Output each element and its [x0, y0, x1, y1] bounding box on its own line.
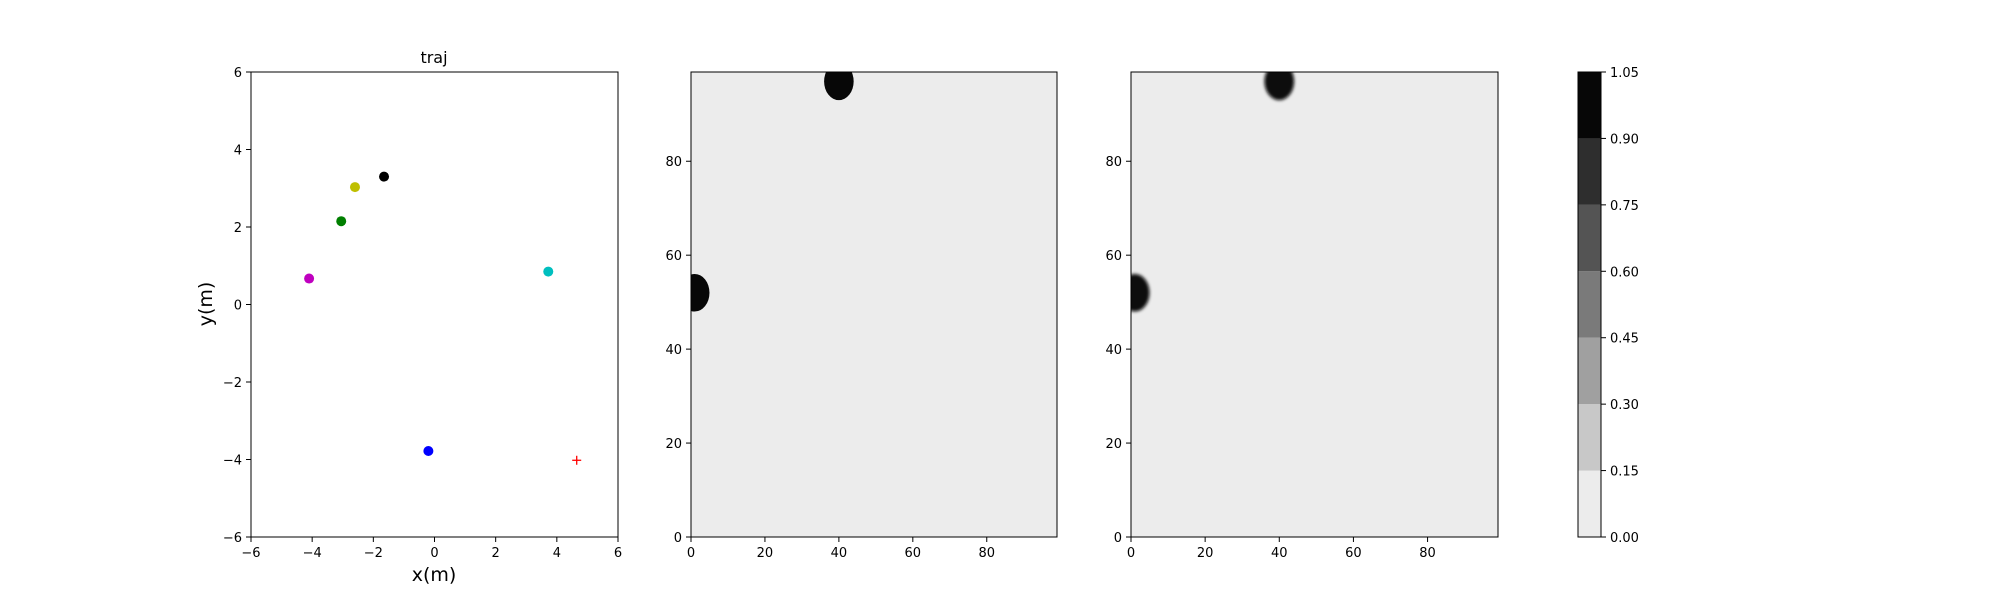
traj-xtick-label: 2 [492, 546, 500, 561]
traj-ytick-label: −2 [223, 376, 242, 391]
colorbar-band [1578, 271, 1601, 338]
map-1-ytick-label: 80 [665, 155, 682, 170]
traj-xtick-label: −2 [364, 546, 383, 561]
map-1-y-ticks: 0 20 40 60 80 [665, 155, 691, 546]
map-2-image [1131, 72, 1498, 537]
traj-panel: traj −6 −4 −2 0 2 4 6 −6 −4 −2 0 2 4 6 x(m) y(m) [195, 48, 622, 586]
traj-point [349, 182, 360, 193]
traj-xtick-label: −6 [241, 546, 260, 561]
colorbar-tick-label: 1.05 [1610, 66, 1639, 81]
traj-ytick-label: −4 [223, 454, 242, 469]
traj-point [423, 445, 434, 456]
map-2-ytick-label: 60 [1105, 249, 1122, 264]
traj-ylabel: y(m) [195, 282, 217, 327]
traj-xtick-label: 4 [553, 546, 561, 561]
traj-x-ticks: −6 −4 −2 0 2 4 6 [241, 537, 622, 561]
map-1-background [691, 72, 1057, 537]
colorbar-tick-label: 0.60 [1610, 265, 1639, 280]
map-1-x-ticks: 0 20 40 60 80 [687, 537, 995, 561]
map-2-x-ticks: 0 20 40 60 80 [1127, 537, 1436, 561]
colorbar-frame [1577, 71, 1602, 538]
traj-title: traj [420, 48, 447, 67]
map-2-xtick-label: 60 [1345, 546, 1362, 561]
colorbar-band [1578, 337, 1601, 405]
traj-ytick-label: 6 [234, 66, 242, 81]
traj-y-ticks: −6 −4 −2 0 2 4 6 [223, 66, 251, 546]
map-1-ytick-label: 0 [674, 531, 682, 546]
map-1-obstacle-blob [824, 72, 854, 101]
traj-points [304, 171, 582, 465]
colorbar-tick-label: 0.90 [1610, 132, 1639, 147]
traj-ytick-label: 2 [234, 221, 242, 236]
map-2-obstacle-blob [1264, 72, 1295, 101]
colorbar-band [1578, 204, 1601, 272]
map-2-axes-frame [1130, 71, 1499, 538]
map-2-ytick-label: 40 [1105, 343, 1122, 358]
map-1-ytick-label: 20 [665, 437, 682, 452]
colorbar-tick-label: 0.30 [1610, 398, 1639, 413]
colorbar-tick-label: 0.75 [1610, 199, 1639, 214]
map-1-ytick-label: 40 [665, 343, 682, 358]
map-2-xtick-label: 40 [1271, 546, 1288, 561]
map-2-xtick-label: 20 [1197, 546, 1214, 561]
traj-point [304, 273, 315, 284]
map-1-xtick-label: 60 [905, 546, 922, 561]
map-1-obstacle-blob [691, 273, 710, 312]
map-2-y-ticks: 0 20 40 60 80 [1105, 155, 1131, 546]
map-1-xtick-label: 40 [831, 546, 848, 561]
colorbar-tick-label: 0.45 [1610, 332, 1639, 347]
map-1-image [691, 72, 1057, 537]
traj-point [543, 266, 554, 277]
colorbar: 0.00 0.15 0.30 0.45 0.60 0.75 0.90 1.05 [1577, 66, 1639, 546]
colorbar-bands [1578, 72, 1601, 537]
map-2-obstacle-blob [1131, 273, 1150, 312]
map-panel-1: 0 20 40 60 80 0 20 40 60 80 [665, 71, 1058, 561]
traj-ytick-label: 0 [234, 299, 242, 314]
map-1-ytick-label: 60 [665, 249, 682, 264]
map-2-background [1131, 72, 1498, 537]
colorbar-band [1578, 470, 1601, 537]
traj-ytick-label: 4 [234, 144, 242, 159]
traj-xtick-label: 0 [430, 546, 438, 561]
map-1-axes-frame [690, 71, 1058, 538]
colorbar-ticks: 0.00 0.15 0.30 0.45 0.60 0.75 0.90 1.05 [1601, 66, 1639, 546]
colorbar-tick-label: 0.15 [1610, 465, 1639, 480]
traj-xlabel: x(m) [412, 564, 457, 586]
map-panel-2: 0 20 40 60 80 0 20 40 60 80 [1105, 71, 1499, 561]
colorbar-tick-label: 0.00 [1610, 531, 1639, 546]
map-1-xtick-label: 0 [687, 546, 695, 561]
colorbar-band [1578, 404, 1601, 471]
colorbar-band [1578, 72, 1601, 139]
map-2-ytick-label: 80 [1105, 155, 1122, 170]
map-1-xtick-label: 20 [757, 546, 774, 561]
map-2-xtick-label: 80 [1419, 546, 1436, 561]
traj-ytick-label: −6 [223, 531, 242, 546]
colorbar-band [1578, 138, 1601, 205]
traj-point [379, 171, 390, 182]
map-2-ytick-label: 0 [1114, 531, 1122, 546]
map-2-ytick-label: 20 [1105, 437, 1122, 452]
traj-point [336, 216, 347, 227]
traj-goal-marker [572, 455, 582, 465]
map-1-xtick-label: 80 [978, 546, 995, 561]
traj-xtick-label: 6 [614, 546, 622, 561]
traj-xtick-label: −4 [303, 546, 322, 561]
map-2-xtick-label: 0 [1127, 546, 1135, 561]
